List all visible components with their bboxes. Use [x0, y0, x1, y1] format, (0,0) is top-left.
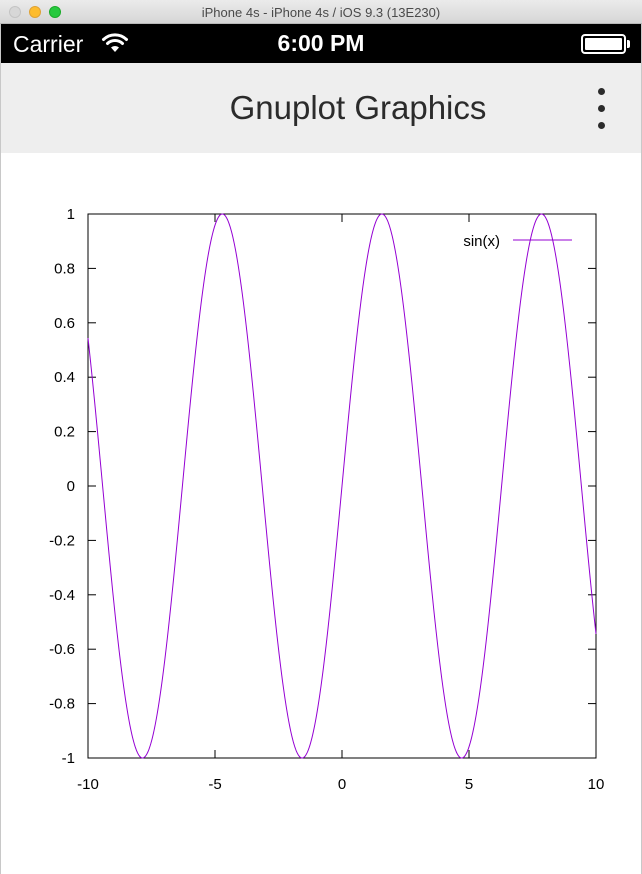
- legend-label: sin(x): [463, 233, 500, 250]
- y-tick-label: 0.4: [54, 369, 75, 386]
- zoom-window-button[interactable]: [49, 6, 61, 18]
- y-tick-label: 0: [67, 478, 75, 495]
- y-tick-label: 0.2: [54, 424, 75, 441]
- ios-status-bar: Carrier 6:00 PM: [1, 24, 641, 63]
- series-line-sinx: [87, 213, 597, 759]
- minimize-window-button[interactable]: [29, 6, 41, 18]
- y-tick-label: 0.6: [54, 315, 75, 332]
- wifi-icon: [102, 33, 128, 52]
- x-tick-label: 0: [338, 776, 346, 793]
- battery-icon: [581, 34, 626, 54]
- window-left-edge: [0, 0, 1, 874]
- sine-chart: 1 0.8 0.6 0.4 0.2 0 -0.2 -0.4 -0.6 -0.8 -1-10 -5 0 5 1…: [49, 206, 605, 793]
- x-tick-label: -5: [208, 776, 221, 793]
- y-tick-label: 1: [67, 206, 75, 223]
- carrier-label: Carrier: [13, 31, 84, 57]
- app-bar: Gnuplot Graphics: [1, 63, 641, 153]
- x-tick-label: 5: [465, 776, 473, 793]
- x-tick-label: -10: [77, 776, 99, 793]
- status-time: 6:00 PM: [277, 30, 365, 56]
- simulator-title-bar[interactable]: iPhone 4s - iPhone 4s / iOS 9.3 (13E230): [0, 0, 642, 24]
- y-tick-label: 0.8: [54, 260, 75, 277]
- y-tick-label: -0.6: [49, 641, 75, 658]
- overflow-menu-icon[interactable]: [591, 87, 613, 129]
- close-window-button[interactable]: [9, 6, 21, 18]
- y-tick-label: -1: [62, 750, 75, 767]
- y-tick-label: -0.2: [49, 532, 75, 549]
- graph-view: 1 0.8 0.6 0.4 0.2 0 -0.2 -0.4 -0.6 -0.8 -1 -10 -5 0 5 1…: [1, 153, 641, 874]
- x-tick-label: 10: [588, 776, 605, 793]
- y-tick-label: -0.8: [49, 696, 75, 713]
- y-tick-label: -0.4: [49, 587, 75, 604]
- battery-tip: [627, 40, 630, 48]
- window-title: iPhone 4s - iPhone 4s / iOS 9.3 (13E230): [201, 5, 441, 20]
- app-title: Gnuplot Graphics: [229, 89, 487, 126]
